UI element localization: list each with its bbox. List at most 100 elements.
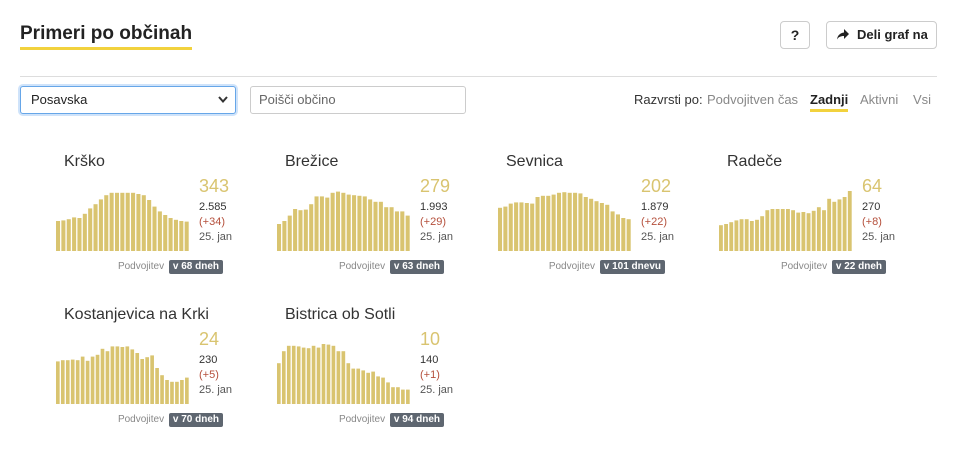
chart-bar: [796, 212, 801, 251]
chart-bar: [791, 210, 795, 251]
sort-option-all[interactable]: Vsi: [913, 92, 932, 107]
chart-bar: [524, 203, 529, 251]
chart-bar: [150, 355, 154, 404]
active-cases: 343: [199, 176, 230, 196]
mini-bar-chart: [498, 192, 631, 251]
data-date: 25. jan: [641, 231, 675, 243]
chart-bar: [816, 207, 821, 251]
chart-bar: [131, 192, 136, 251]
new-cases: (+8): [862, 216, 882, 228]
chart-bar: [309, 204, 314, 251]
chart-bar: [786, 209, 790, 251]
share-button[interactable]: Deli graf na: [826, 21, 937, 49]
chart-bar: [120, 347, 125, 404]
municipality-card[interactable]: Radeče 64 270 (+8) 25. jan Podvojitev v …: [719, 153, 909, 293]
region-select[interactable]: Posavska: [20, 86, 236, 114]
chart-bar: [282, 221, 287, 251]
chart-bar: [832, 201, 837, 251]
municipality-name: Krško: [64, 153, 105, 170]
chart-bar: [316, 347, 321, 404]
municipality-card[interactable]: Brežice 279 1.993 (+29) 25. jan Podvojit…: [277, 153, 467, 293]
chart-bar: [775, 209, 780, 251]
sort-option-doubling-time[interactable]: Podvojitven čas: [707, 92, 799, 107]
chart-bar: [801, 212, 806, 251]
chart-bar: [75, 360, 80, 404]
chart-bar: [125, 346, 130, 404]
new-cases: (+34): [199, 216, 225, 228]
chart-bar: [739, 219, 744, 251]
new-cases: (+1): [420, 369, 440, 381]
chart-bar: [170, 381, 174, 404]
chart-bar: [160, 375, 164, 404]
chart-bar: [80, 356, 85, 404]
mini-bar-chart: [277, 191, 410, 251]
chart-bar: [573, 192, 578, 251]
chart-bar: [780, 209, 785, 251]
new-cases: (+22): [641, 216, 667, 228]
chart-bar: [70, 359, 75, 404]
header-divider: [20, 76, 937, 77]
card-stats: 64 270 (+8) 25. jan: [862, 175, 895, 245]
municipality-card[interactable]: Sevnica 202 1.879 (+22) 25. jan Podvojit…: [498, 153, 688, 293]
active-cases: 202: [641, 176, 672, 196]
card-stats: 202 1.879 (+22) 25. jan: [641, 175, 674, 245]
municipality-card[interactable]: Bistrica ob Sotli 10 140 (+1) 25. jan Po…: [277, 306, 467, 446]
chart-bar: [335, 191, 341, 251]
chart-bar: [755, 219, 759, 251]
chart-bar: [104, 195, 109, 251]
chart-bar: [85, 360, 90, 404]
chart-bar: [314, 196, 319, 251]
chart-bar: [734, 220, 739, 251]
chart-bar: [286, 345, 291, 404]
chart-bar: [341, 351, 346, 404]
mini-bar-chart: [56, 192, 189, 251]
chart-bar: [357, 195, 362, 251]
chart-bar: [125, 192, 130, 251]
chart-bar: [519, 202, 524, 251]
chart-bar: [321, 344, 326, 404]
chart-bar: [376, 376, 380, 404]
chart-bar: [378, 201, 383, 251]
page-title: Primeri po občinah: [20, 23, 193, 50]
new-cases: (+29): [420, 216, 446, 228]
chart-bar: [811, 210, 816, 251]
chart-bar: [90, 356, 95, 404]
sort-option-latest[interactable]: Zadnji: [810, 92, 849, 112]
data-date: 25. jan: [862, 231, 896, 243]
share-arrow-icon: [837, 29, 849, 40]
chart-bar: [281, 351, 286, 404]
chart-bar: [389, 207, 394, 251]
chart-bar: [293, 209, 298, 251]
chart-bar: [93, 204, 98, 251]
chart-bar: [88, 208, 93, 251]
municipality-name: Radeče: [727, 153, 783, 170]
municipality-card[interactable]: Kostanjevica na Krki 24 230 (+5) 25. jan…: [56, 306, 246, 446]
doubling-badge: v 68 dneh: [168, 260, 223, 274]
help-button[interactable]: ?: [780, 21, 810, 49]
chart-bar: [503, 206, 508, 251]
chart-bar: [530, 203, 535, 251]
chart-bar: [361, 370, 366, 404]
chart-bar: [98, 199, 103, 251]
municipality-search-input[interactable]: Poišči občino: [250, 86, 466, 114]
chart-bar: [744, 219, 749, 251]
active-cases: 64: [862, 176, 883, 196]
municipality-card[interactable]: Krško 343 2.585 (+34) 25. jan Podvojitev…: [56, 153, 246, 293]
municipality-name: Sevnica: [506, 153, 563, 170]
chevron-down-icon: [217, 87, 229, 122]
total-cases: 270: [862, 201, 881, 213]
chart-bar: [368, 199, 373, 251]
chart-bar: [551, 194, 556, 251]
chart-bar: [82, 213, 87, 251]
doubling-badge: v 94 dneh: [389, 413, 444, 427]
chart-bar: [291, 345, 296, 404]
region-select-value: Posavska: [31, 92, 88, 107]
chart-bar: [806, 213, 811, 251]
chart-bar: [386, 382, 390, 404]
chart-bar: [556, 192, 562, 251]
mini-bar-chart: [719, 191, 852, 251]
chart-bar: [110, 346, 115, 404]
chart-bar: [185, 377, 189, 404]
municipality-name: Kostanjevica na Krki: [64, 306, 209, 323]
sort-option-active[interactable]: Aktivni: [860, 92, 899, 107]
